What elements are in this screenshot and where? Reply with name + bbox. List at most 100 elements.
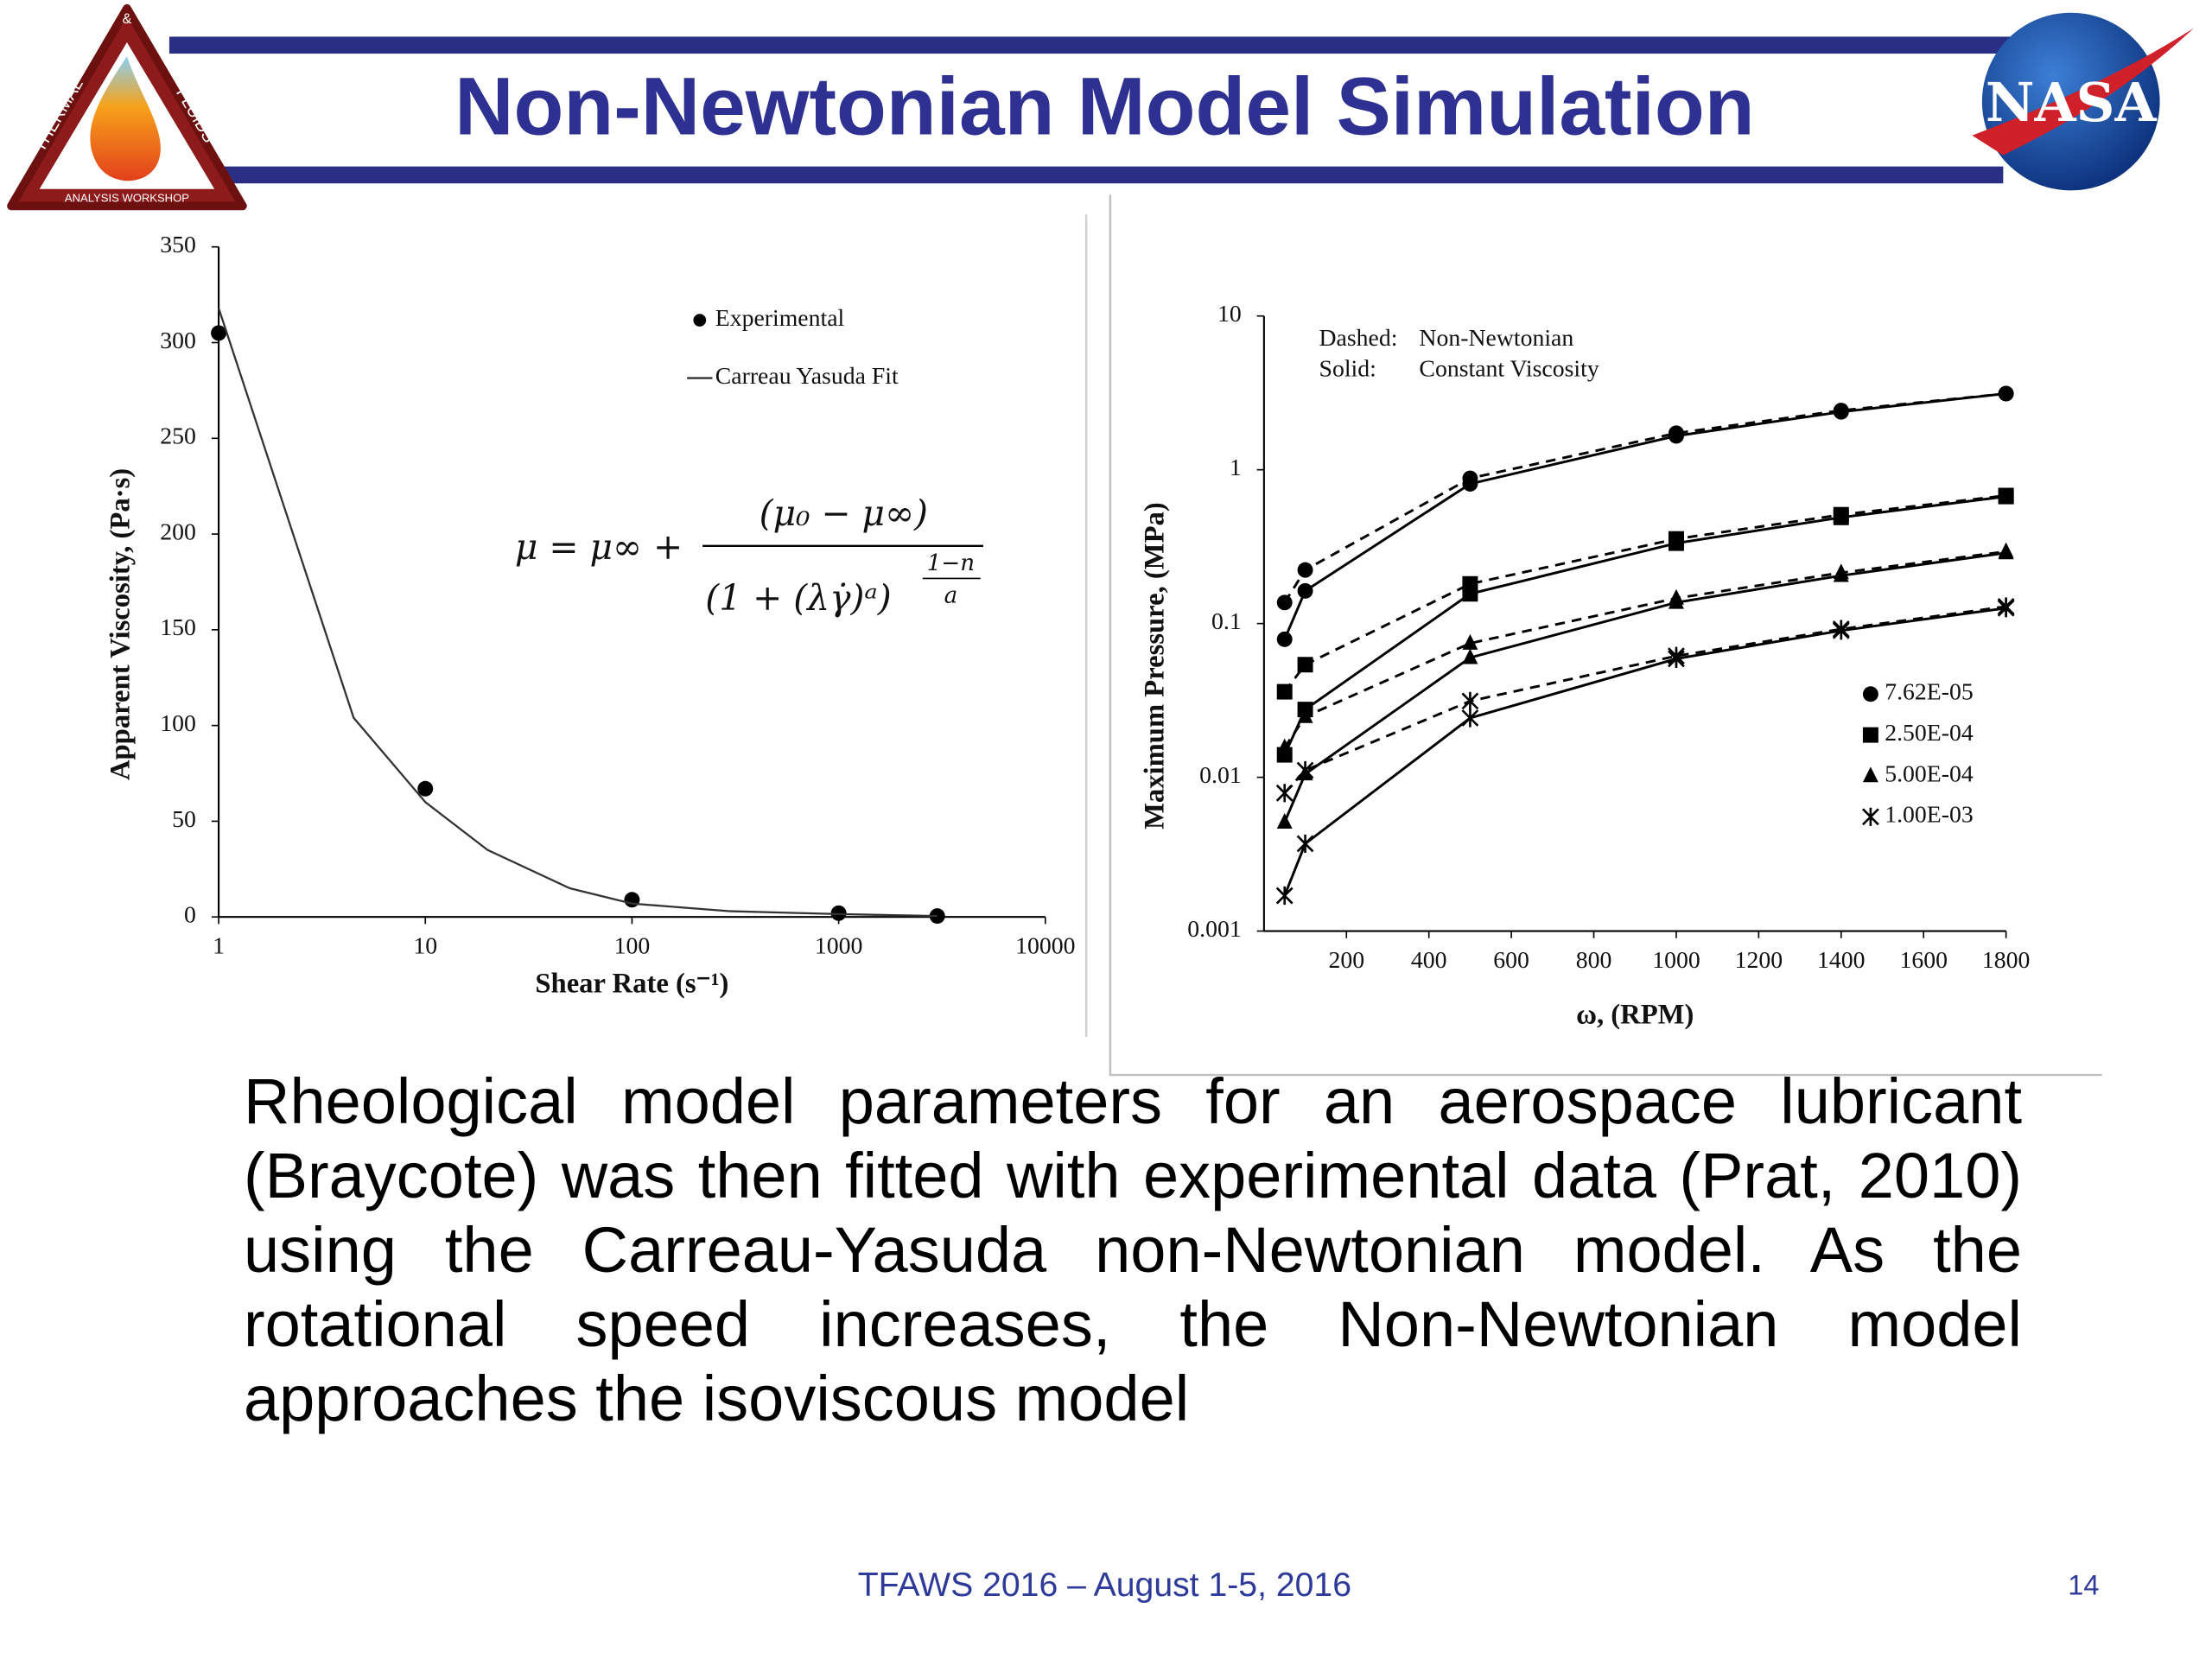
x-tick-label: 10000	[1015, 933, 1075, 960]
equation: (1 + (λγ̇)ᵃ)	[705, 577, 891, 619]
y-tick-label: 0.001	[1187, 916, 1241, 943]
annotation: Solid:	[1319, 356, 1376, 383]
nasa-logo: NASA	[1972, 12, 2194, 191]
legend-label: 7.62E-05	[1885, 679, 1974, 706]
marker	[1276, 683, 1293, 700]
dashed-line	[1283, 550, 2006, 749]
legend-marker	[1862, 686, 1878, 702]
x-tick-label: 100	[614, 933, 651, 960]
marker	[1297, 657, 1313, 673]
marker	[1461, 709, 1479, 728]
logo-text: &	[122, 11, 131, 27]
marker	[1297, 582, 1313, 599]
y-axis-label: Apparent Viscosity, (Pa·s)	[105, 468, 137, 780]
marker	[1998, 488, 2014, 505]
annotation: Dashed:	[1319, 325, 1398, 352]
annotation: Non-Newtonian	[1419, 325, 1573, 352]
solid-line	[1283, 392, 2006, 640]
annotation: Constant Viscosity	[1419, 356, 1599, 383]
x-tick-label: 1000	[1652, 947, 1700, 974]
marker	[1668, 428, 1684, 444]
marker	[1276, 631, 1293, 647]
legend-marker	[693, 314, 707, 327]
x-axis-label: ω, (RPM)	[1576, 1000, 1694, 1031]
legend-label: 5.00E-04	[1885, 760, 1974, 787]
marker	[1833, 566, 1849, 582]
y-tick-label: 10	[1217, 301, 1242, 327]
marker	[1462, 475, 1478, 492]
marker	[1998, 385, 2014, 402]
marker	[1276, 594, 1293, 611]
y-tick-label: 150	[160, 614, 196, 641]
legend-marker	[1862, 727, 1878, 743]
x-tick-label: 800	[1576, 947, 1612, 974]
marker	[1296, 760, 1314, 780]
marker	[1998, 543, 2014, 560]
x-tick-label: 1600	[1899, 947, 1948, 974]
marker	[1276, 738, 1293, 754]
footer: TFAWS 2016 – August 1-5, 2016	[858, 1567, 1351, 1604]
marker	[1668, 535, 1684, 551]
x-axis-label: Shear Rate (s⁻¹)	[535, 969, 728, 1000]
x-tick-label: 1	[213, 933, 225, 960]
solid-line	[1283, 607, 2006, 897]
x-tick-label: 1200	[1735, 947, 1783, 974]
legend-label: 1.00E-03	[1885, 802, 1974, 829]
marker	[624, 892, 640, 908]
marker	[1461, 691, 1479, 711]
y-tick-label: 0	[184, 902, 196, 929]
marker	[1296, 834, 1314, 854]
page-number: 14	[2068, 1568, 2099, 1600]
divider	[1109, 194, 2102, 1077]
y-tick-label: 50	[172, 806, 196, 833]
title-bar	[211, 166, 2004, 184]
y-tick-label: 250	[160, 423, 196, 450]
logo-text: ANALYSIS WORKSHOP	[65, 192, 189, 205]
x-tick-label: 10	[413, 933, 437, 960]
legend-marker	[1862, 766, 1878, 783]
marker	[1275, 784, 1294, 803]
x-tick-label: 200	[1328, 947, 1364, 974]
legend-label: Carreau Yasuda Fit	[715, 363, 899, 390]
legend-marker	[1861, 807, 1879, 826]
slide-title: Non-Newtonian Model Simulation	[454, 61, 1754, 153]
marker	[1668, 593, 1684, 609]
y-tick-label: 0.1	[1211, 608, 1242, 635]
dashed-line	[1283, 494, 2006, 693]
equation: 1−n	[927, 550, 975, 576]
marker	[1276, 813, 1293, 829]
equation: (μ₀ − μ∞)	[760, 493, 928, 534]
marker	[1668, 649, 1685, 669]
marker	[1462, 633, 1478, 650]
body-text: Rheological model parameters for an aero…	[244, 1065, 2022, 1434]
dashed-line	[1283, 392, 2006, 604]
x-tick-label: 1800	[1982, 947, 2031, 974]
marker	[1462, 648, 1478, 664]
marker	[1297, 707, 1313, 723]
y-tick-label: 200	[160, 518, 196, 545]
marker	[1833, 404, 1849, 420]
marker	[1997, 599, 2015, 618]
solid-line	[1283, 551, 2006, 823]
logo-text: NASA	[1986, 71, 2158, 134]
y-tick-label: 0.01	[1199, 762, 1242, 789]
x-tick-label: 1400	[1817, 947, 1866, 974]
marker	[1275, 886, 1294, 906]
y-tick-label: 100	[160, 710, 196, 737]
marker	[417, 780, 434, 797]
legend-label: 2.50E-04	[1885, 720, 1974, 747]
equation: a	[944, 583, 958, 609]
title-bar	[168, 36, 2018, 54]
legend-label: Experimental	[715, 305, 845, 332]
fit-line	[217, 308, 938, 918]
marker	[1833, 509, 1849, 525]
x-tick-label: 1000	[815, 933, 863, 960]
marker	[1832, 621, 1850, 640]
marker	[211, 325, 227, 341]
marker	[1462, 586, 1478, 602]
y-tick-label: 350	[160, 232, 196, 258]
y-tick-label: 300	[160, 327, 196, 354]
y-tick-label: 1	[1230, 454, 1242, 481]
